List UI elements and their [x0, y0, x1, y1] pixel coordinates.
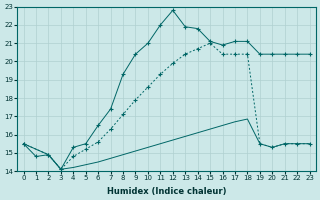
X-axis label: Humidex (Indice chaleur): Humidex (Indice chaleur): [107, 187, 226, 196]
